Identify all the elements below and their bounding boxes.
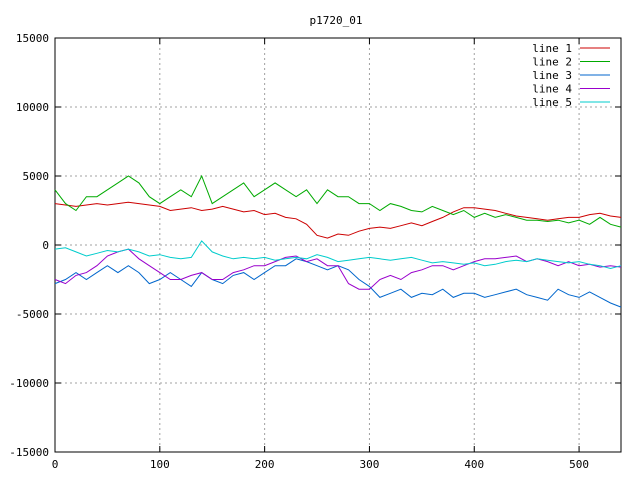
- chart-title: p1720_01: [310, 14, 363, 27]
- y-tick-label: -10000: [9, 377, 49, 390]
- legend-label-5: line 5: [532, 96, 572, 109]
- legend-label-3: line 3: [532, 69, 572, 82]
- y-tick-label: -15000: [9, 446, 49, 459]
- series-line-5: [54, 240, 622, 270]
- legend-label-4: line 4: [532, 83, 572, 96]
- x-tick-label: 500: [569, 458, 589, 471]
- y-tick-label: 0: [42, 239, 49, 252]
- y-tick-label: 5000: [23, 170, 50, 183]
- series-line-1: [54, 201, 622, 239]
- grid: [55, 38, 621, 452]
- y-tick-label: -5000: [16, 308, 49, 321]
- x-axis: 0 100 200 300 400 500: [52, 38, 589, 471]
- series-group: [54, 174, 622, 308]
- y-axis: -15000 -10000 -5000 0 5000 10000 15000: [9, 32, 621, 459]
- x-tick-label: 300: [360, 458, 380, 471]
- x-tick-label: 400: [464, 458, 484, 471]
- x-tick-label: 0: [52, 458, 59, 471]
- y-tick-label: 15000: [16, 32, 49, 45]
- x-tick-label: 200: [255, 458, 275, 471]
- legend-label-2: line 2: [532, 56, 572, 69]
- series-line-4: [54, 248, 622, 290]
- x-tick-label: 100: [150, 458, 170, 471]
- legend-label-1: line 1: [532, 42, 572, 55]
- series-line-2: [54, 174, 622, 228]
- y-tick-label: 10000: [16, 101, 49, 114]
